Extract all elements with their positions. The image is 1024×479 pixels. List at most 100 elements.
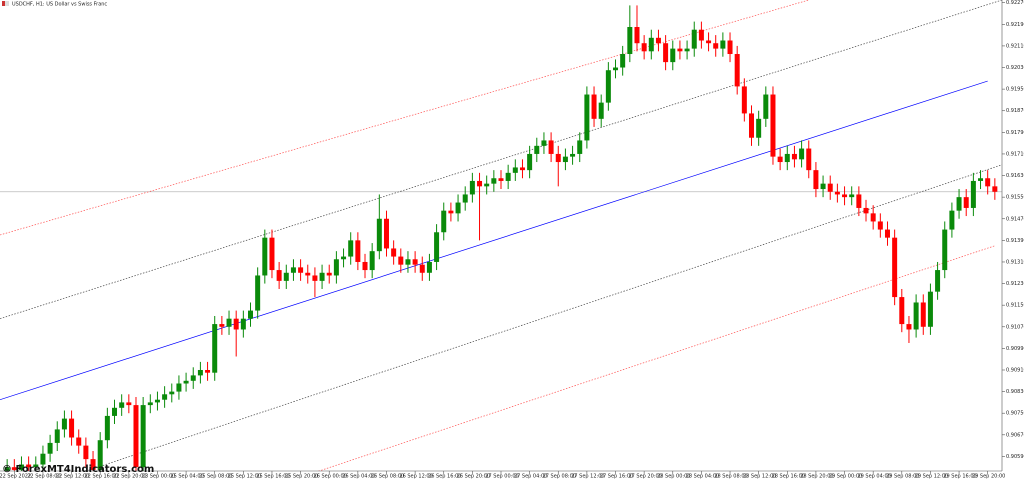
candle-body: [978, 178, 984, 181]
candle-body: [61, 418, 67, 430]
x-tick-label: 25 Sep 08:00: [199, 474, 232, 479]
candle-body: [18, 464, 24, 470]
flag-icon-part: [5, 1, 9, 6]
candle-body: [104, 415, 110, 441]
candle-body: [176, 383, 182, 392]
candle-body: [770, 94, 776, 157]
candle-body: [591, 94, 597, 119]
candle-body: [4, 467, 10, 471]
x-tick-label: 27 Sep 00:00: [485, 474, 518, 479]
x-tick-label: 27 Sep 08:00: [543, 474, 576, 479]
candle-body: [806, 148, 812, 171]
x-tick-label: 26 Sep 16:00: [428, 474, 461, 479]
candle-body: [341, 256, 347, 260]
candle-body: [348, 240, 354, 257]
candle-body: [620, 54, 626, 68]
candle-body: [11, 467, 17, 470]
candle-body: [197, 369, 203, 376]
candle-body: [641, 43, 647, 52]
candle-body: [605, 70, 611, 103]
channel-line: [85, 164, 1002, 471]
candle-body: [691, 29, 697, 49]
candle-body: [942, 229, 948, 271]
x-tick-label: 28 Sep 04:00: [686, 474, 719, 479]
candle-body: [326, 272, 332, 276]
candle-body: [756, 118, 762, 138]
x-tick-label: 22 Sep 08:00: [27, 474, 60, 479]
candle-body: [749, 113, 754, 138]
candle-body: [555, 153, 561, 163]
candle-body: [956, 197, 962, 211]
x-tick-label: 26 Sep 12:00: [399, 474, 432, 479]
candle-body: [562, 156, 568, 163]
candle-body: [90, 459, 96, 470]
x-tick-label: 29 Sep 20:00: [972, 474, 1005, 479]
candle-body: [799, 148, 805, 160]
candle-body: [219, 324, 225, 327]
x-tick-label: 23 Sep 00:00: [142, 474, 175, 479]
candle-body: [391, 248, 397, 257]
candle-body: [949, 210, 955, 230]
candle-body: [720, 40, 726, 49]
candle-body: [434, 232, 440, 262]
candle-body: [276, 270, 282, 281]
candle-body: [97, 440, 103, 470]
candle-body: [519, 167, 525, 171]
candle-body: [76, 437, 82, 446]
candle-body: [920, 302, 926, 327]
candle-body: [40, 453, 46, 465]
candle-body: [154, 399, 160, 403]
x-tick-label: 28 Sep 12:00: [743, 474, 776, 479]
candle-body: [248, 310, 253, 319]
candle-body: [927, 291, 933, 327]
candle-body: [820, 183, 826, 190]
candle-body: [570, 153, 576, 157]
candle-body: [627, 27, 633, 55]
candle-body: [190, 375, 196, 381]
candle-body: [913, 302, 919, 330]
x-tick-label: 22 Sep 12:00: [56, 474, 89, 479]
candle-body: [269, 237, 275, 271]
x-tick-label: 25 Sep 16:00: [256, 474, 289, 479]
candle-body: [376, 218, 382, 252]
candle-body: [648, 37, 654, 52]
candle-body: [970, 180, 976, 208]
candle-body: [863, 207, 869, 214]
x-tick-label: 28 Sep 16:00: [772, 474, 805, 479]
x-tick-label: 29 Sep 12:00: [915, 474, 948, 479]
candle-body: [985, 178, 991, 187]
candle-body: [283, 272, 289, 281]
candle-body: [763, 94, 769, 119]
candle-body: [319, 272, 325, 281]
x-tick-label: 25 Sep 12:00: [228, 474, 261, 479]
candle-body: [119, 402, 125, 408]
candle-body: [634, 27, 640, 44]
x-tick-label: 29 Sep 08:00: [886, 474, 919, 479]
candle-body: [83, 445, 89, 460]
x-tick-label: 28 Sep 08:00: [714, 474, 747, 479]
candle-body: [663, 43, 669, 63]
candle-body: [598, 102, 604, 119]
candle-body: [834, 191, 840, 195]
x-tick-label: 27 Sep 12:00: [571, 474, 604, 479]
x-tick-label: 27 Sep 16:00: [600, 474, 633, 479]
candle-body: [398, 256, 404, 265]
candle-body: [784, 153, 790, 163]
candle-body: [205, 369, 211, 373]
candle-body: [477, 180, 483, 187]
candle-body: [706, 40, 712, 44]
candle-body: [613, 67, 619, 71]
candle-body: [877, 221, 883, 230]
candle-body: [727, 40, 733, 55]
candle-body: [140, 405, 146, 468]
